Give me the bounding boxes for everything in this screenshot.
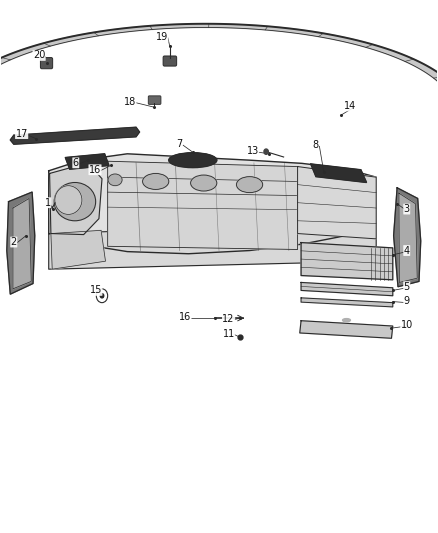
Text: 8: 8 [312,140,318,150]
Text: 13: 13 [247,146,259,156]
Polygon shape [0,24,438,95]
Polygon shape [51,230,106,269]
Polygon shape [49,163,102,235]
Polygon shape [301,298,393,307]
Circle shape [100,294,104,298]
Text: 12: 12 [223,313,235,324]
Text: 18: 18 [124,96,136,107]
Text: 5: 5 [404,282,410,292]
Polygon shape [49,223,376,269]
FancyBboxPatch shape [148,96,161,104]
Polygon shape [301,282,393,296]
Polygon shape [13,198,31,289]
Text: 10: 10 [401,320,413,330]
Polygon shape [7,192,35,294]
Text: 14: 14 [344,101,356,111]
Text: 20: 20 [33,51,45,60]
Ellipse shape [55,185,82,214]
Ellipse shape [343,319,350,322]
Text: 4: 4 [404,246,410,255]
Text: 7: 7 [176,139,182,149]
Ellipse shape [169,153,217,167]
Text: 19: 19 [155,32,168,42]
Text: 3: 3 [404,204,410,214]
Polygon shape [301,243,393,280]
Polygon shape [311,164,367,182]
Polygon shape [399,193,417,282]
Ellipse shape [108,174,122,185]
Polygon shape [297,166,376,239]
Polygon shape [108,161,297,249]
Ellipse shape [143,173,169,189]
Text: 11: 11 [223,329,235,339]
Text: 2: 2 [11,237,17,247]
Text: 16: 16 [89,165,101,175]
Text: 16: 16 [179,312,191,322]
Ellipse shape [191,175,217,191]
Ellipse shape [54,182,95,221]
Polygon shape [394,188,421,287]
Ellipse shape [237,176,263,192]
Polygon shape [300,321,393,338]
Polygon shape [11,127,140,144]
Text: 17: 17 [15,128,28,139]
Circle shape [264,149,268,155]
Polygon shape [49,154,376,254]
Polygon shape [65,154,109,169]
Text: 6: 6 [73,158,79,168]
Text: 1: 1 [45,198,51,208]
FancyBboxPatch shape [40,58,53,69]
Text: 15: 15 [90,286,102,295]
FancyBboxPatch shape [163,56,177,66]
Text: 9: 9 [404,296,410,306]
